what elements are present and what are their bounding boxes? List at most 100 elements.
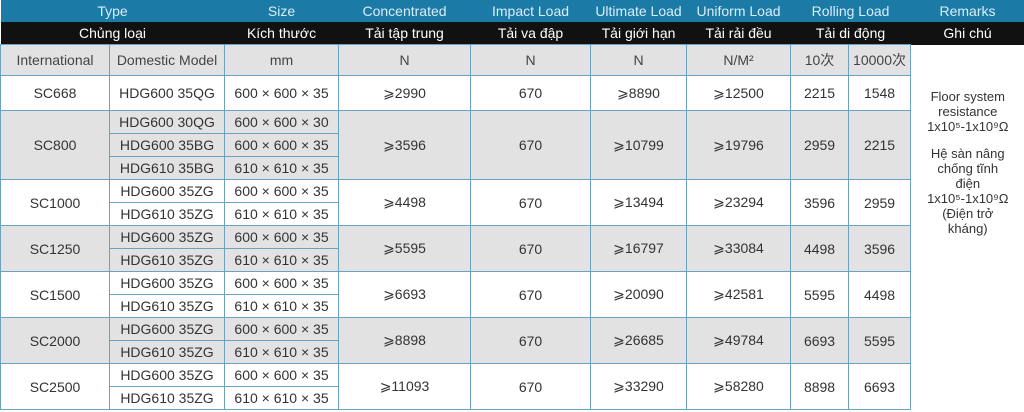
rolling-load-10: 3596: [790, 179, 850, 226]
header-uniform: Uniform Load: [686, 0, 791, 22]
table-row: HDG610 35ZG 610 × 610 × 35: [1, 248, 1024, 272]
remarks-line: Floor system: [930, 88, 1005, 104]
table-row: HDG610 35ZG 610 × 610 × 35: [1, 294, 1024, 318]
impact-load: 670: [470, 225, 592, 272]
concentrated-load: ⩾2990: [338, 75, 472, 111]
unit-cell: N: [590, 44, 688, 76]
ultimate-load: ⩾26685: [590, 317, 688, 364]
table-row: SC1000 HDG600 35ZG 600 × 600 × 35 ⩾4498 670 ⩾…: [0, 179, 1024, 226]
international-model: SC1250: [0, 225, 110, 272]
ultimate-load: ⩾10799: [590, 110, 688, 180]
table-row: SC1500 HDG600 35ZG 600 × 600 × 35 ⩾6693 670 ⩾…: [0, 271, 1024, 318]
table-row: HDG610 35ZG 610 × 610 × 35: [1, 340, 1024, 364]
size-mm: 600 × 600 × 35: [224, 271, 340, 295]
ultimate-load: ⩾33290: [590, 363, 688, 410]
header-remarks-vi: Ghi chú: [910, 22, 1024, 45]
domestic-model: HDG600 35ZG: [108, 225, 226, 249]
header-row-english: Type Size Concentrated Impact Load Ultim…: [0, 0, 1024, 22]
uniform-load: ⩾42581: [686, 271, 792, 318]
concentrated-load: ⩾4498: [338, 179, 472, 226]
table-row: SC2500 HDG600 35ZG 600 × 600 × 35 ⩾11093 670…: [0, 363, 1024, 410]
remarks-line: Hệ sàn nâng: [930, 145, 1005, 161]
size-mm: 600 × 600 × 35: [224, 225, 340, 249]
rolling-load-10: 2959: [790, 110, 850, 180]
size-mm: 600 × 600 × 35: [224, 179, 340, 203]
rolling-load-10000: 2959: [848, 179, 912, 226]
ultimate-load: ⩾20090: [590, 271, 688, 318]
international-model: SC1000: [0, 179, 110, 226]
size-mm: 610 × 610 × 35: [224, 202, 340, 226]
domestic-model: HDG600 30QG: [108, 110, 226, 134]
header-remarks: Remarks: [910, 0, 1024, 22]
header-type-vi: Chủng loại: [0, 22, 225, 45]
size-mm: 610 × 610 × 35: [224, 386, 340, 410]
size-mm: 600 × 600 × 35: [224, 363, 340, 387]
rolling-load-10: 4498: [790, 225, 850, 272]
uniform-load: ⩾33084: [686, 225, 792, 272]
concentrated-load: ⩾11093: [338, 363, 472, 410]
unit-cell: 10000次: [848, 44, 912, 76]
international-model: SC1500: [0, 271, 110, 318]
rolling-load-10000: 5595: [848, 317, 912, 364]
header-rolling: Rolling Load: [790, 0, 911, 22]
header-concentrated-vi: Tải tập trung: [338, 22, 471, 45]
table-row: SC800 HDG600 30QG 600 × 600 × 30 ⩾3596 670 ⩾1…: [0, 110, 1024, 180]
header-size-vi: Kích thước: [224, 22, 339, 45]
table-row: SC1250 HDG600 35ZG 600 × 600 × 35 ⩾5595 670 ⩾…: [0, 225, 1024, 272]
impact-load: 670: [470, 363, 592, 410]
international-model: SC800: [0, 110, 110, 180]
impact-load: 670: [470, 110, 592, 180]
domestic-model: HDG600 35ZG: [108, 363, 226, 387]
concentrated-load: ⩾3596: [338, 110, 472, 180]
impact-load: 670: [470, 317, 592, 364]
remarks-line: chống tĩnh: [937, 160, 999, 176]
rolling-load-10: 2215: [790, 75, 850, 111]
domestic-model: HDG600 35ZG: [108, 317, 226, 341]
international-model: SC2500: [0, 363, 110, 410]
domestic-model: HDG600 35ZG: [108, 271, 226, 295]
uniform-load: ⩾23294: [686, 179, 792, 226]
ultimate-load: ⩾8890: [590, 75, 688, 111]
domestic-model: HDG610 35ZG: [108, 340, 226, 364]
impact-load: 670: [470, 179, 592, 226]
size-mm: 600 × 600 × 35: [224, 317, 340, 341]
size-mm: 610 × 610 × 35: [224, 156, 340, 180]
remarks-line: kháng): [947, 220, 988, 236]
size-mm: 610 × 610 × 35: [224, 248, 340, 272]
ultimate-load: ⩾13494: [590, 179, 688, 226]
domestic-model: HDG610 35ZG: [108, 386, 226, 410]
remarks-cell: Floor system resistance 1x10⁵-1x10⁹Ω Hệ sàn…: [910, 44, 1024, 410]
domestic-model: HDG610 35ZG: [108, 294, 226, 318]
unit-cell: N: [338, 44, 472, 76]
remarks-line: (Điện trở: [942, 205, 994, 221]
uniform-load: ⩾58280: [686, 363, 792, 410]
uniform-load: ⩾49784: [686, 317, 792, 364]
remarks-vi: Hệ sàn nâng chống tĩnh điện 1x10⁵-1x10⁹Ω (Đi…: [911, 146, 1024, 236]
impact-load: 670: [470, 75, 592, 111]
units-row: International Domestic Model mm N N N N/M² 10次 1…: [0, 44, 1024, 410]
rolling-load-10000: 1548: [848, 75, 912, 111]
rolling-load-10: 6693: [790, 317, 850, 364]
header-uniform-vi: Tải rải đều: [686, 22, 791, 45]
domestic-model: HDG610 35ZG: [108, 202, 226, 226]
unit-cell: International: [0, 44, 110, 76]
header-size: Size: [224, 0, 339, 22]
domestic-model: HDG610 35ZG: [108, 248, 226, 272]
concentrated-load: ⩾8898: [338, 317, 472, 364]
remarks-line: resistance: [938, 103, 998, 119]
size-mm: 610 × 610 × 35: [224, 294, 340, 318]
impact-load: 670: [470, 271, 592, 318]
size-mm: 600 × 600 × 30: [224, 110, 340, 134]
header-rolling-vi: Tải di động: [790, 22, 911, 45]
unit-cell: mm: [224, 44, 340, 76]
unit-cell: 10次: [790, 44, 850, 76]
remarks-line: 1x10⁵-1x10⁹Ω: [927, 118, 1009, 134]
rolling-load-10000: 4498: [848, 271, 912, 318]
international-model: SC668: [0, 75, 110, 111]
uniform-load: ⩾19796: [686, 110, 792, 180]
uniform-load: ⩾12500: [686, 75, 792, 111]
domestic-model: HDG600 35ZG: [108, 179, 226, 203]
rolling-load-10000: 2215: [848, 110, 912, 180]
size-mm: 600 × 600 × 35: [224, 133, 340, 157]
unit-cell: N: [470, 44, 592, 76]
